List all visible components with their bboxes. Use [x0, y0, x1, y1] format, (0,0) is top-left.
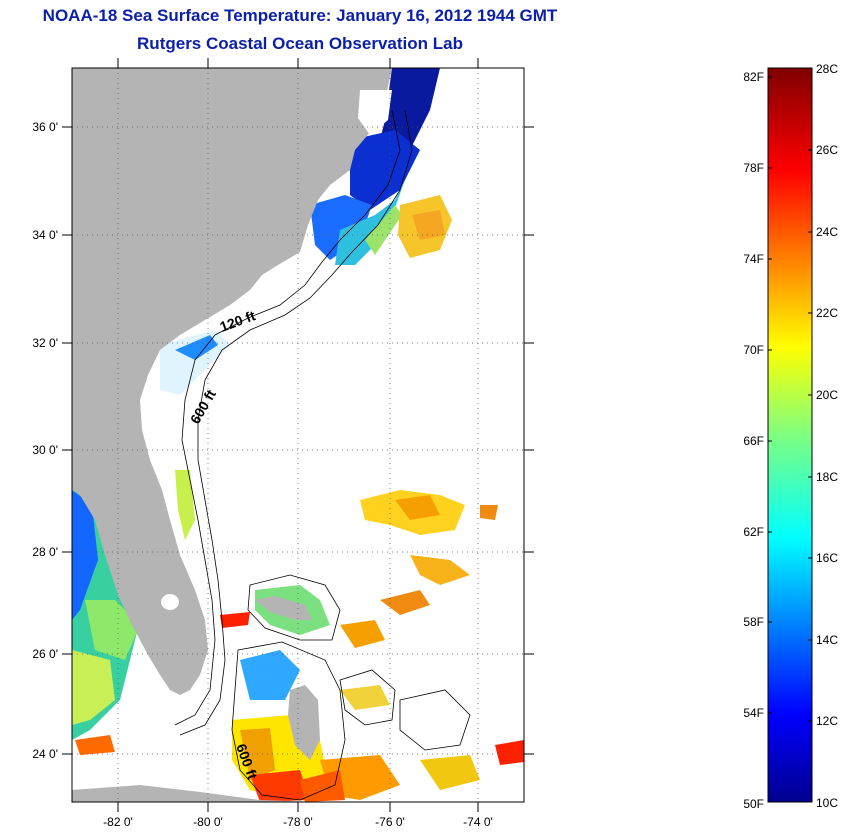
colorbar-c-label: 12C: [816, 714, 838, 728]
lon-label: -80 0': [193, 815, 223, 829]
colorbar-c-label: 22C: [816, 306, 838, 320]
map-title: NOAA-18 Sea Surface Temperature: January…: [42, 6, 558, 25]
colorbar-f-label: 70F: [743, 343, 764, 357]
bathymetry-contours: [174, 109, 471, 801]
colorbar-c-label: 14C: [816, 633, 838, 647]
colorbar-f-label: 82F: [743, 70, 764, 84]
land-cuba: [72, 785, 320, 802]
lat-label: 28 0': [32, 545, 58, 559]
lat-label: 34 0': [32, 228, 58, 242]
colorbar: 82F 78F 74F 70F 66F 62F 58F 54F 50F 28C …: [743, 62, 838, 811]
lat-label: 26 0': [32, 647, 58, 661]
lat-label: 36 0': [32, 120, 58, 134]
lat-lon-grid: [72, 68, 524, 802]
colorbar-f-label: 62F: [743, 525, 764, 539]
lon-label: -82 0': [103, 815, 133, 829]
colorbar-c-label: 24C: [816, 225, 838, 239]
colorbar-f-label: 78F: [743, 161, 764, 175]
colorbar-ticks: [768, 76, 812, 722]
celsius-labels: 28C 26C 24C 22C 20C 18C 16C 14C 12C 10C: [816, 62, 838, 810]
colorbar-f-label: 50F: [743, 797, 764, 811]
colorbar-f-label: 74F: [743, 252, 764, 266]
colorbar-c-label: 26C: [816, 143, 838, 157]
map-ticks: [62, 58, 534, 812]
colorbar-c-label: 18C: [816, 470, 838, 484]
land-mainland: [72, 68, 392, 695]
longitude-labels: -82 0' -80 0' -78 0' -76 0' -74 0': [103, 815, 493, 829]
lat-label: 32 0': [32, 336, 58, 350]
latitude-labels: 36 0' 34 0' 32 0' 30 0' 28 0' 26 0' 24 0…: [32, 120, 58, 761]
lon-label: -74 0': [463, 815, 493, 829]
map-panel: 120 ft 600 ft 600 ft 36 0' 34 0' 32 0' 3…: [32, 58, 534, 829]
land-andros: [288, 685, 320, 760]
map-subtitle: Rutgers Coastal Ocean Observation Lab: [137, 34, 463, 53]
fahrenheit-labels: 82F 78F 74F 70F 66F 62F 58F 54F 50F: [743, 70, 764, 811]
colorbar-f-label: 66F: [743, 434, 764, 448]
colorbar-f-label: 58F: [743, 615, 764, 629]
lon-label: -78 0': [283, 815, 313, 829]
colorbar-c-label: 28C: [816, 62, 838, 76]
colorbar-c-label: 20C: [816, 388, 838, 402]
colorbar-gradient: [767, 67, 813, 803]
colorbar-c-label: 10C: [816, 796, 838, 810]
colorbar-f-label: 54F: [743, 706, 764, 720]
lat-label: 24 0': [32, 747, 58, 761]
lon-label: -76 0': [375, 815, 405, 829]
lat-label: 30 0': [32, 443, 58, 457]
colorbar-c-label: 16C: [816, 551, 838, 565]
